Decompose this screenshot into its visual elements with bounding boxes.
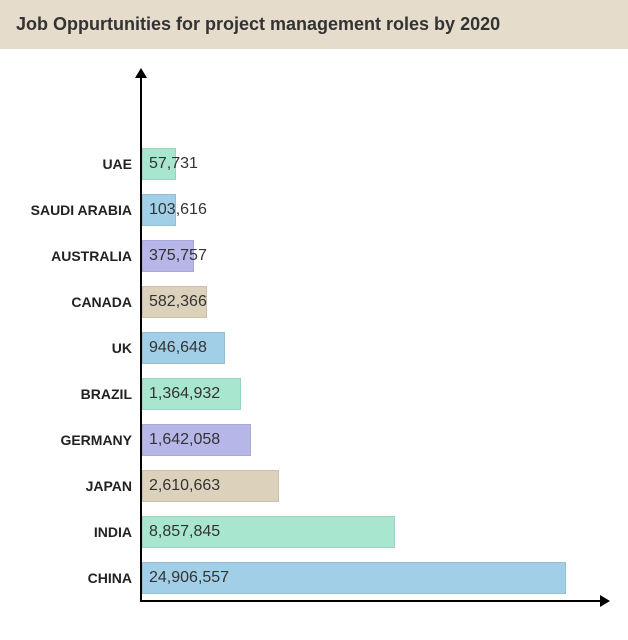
bar-row: CANADA582,366 <box>142 280 588 324</box>
bar-category-label: CANADA <box>12 294 142 310</box>
bar: 2,610,663 <box>142 470 279 502</box>
bar: 1,364,932 <box>142 378 241 410</box>
bar-row: INDIA8,857,845 <box>142 510 588 554</box>
bar: 582,366 <box>142 286 207 318</box>
bar-category-label: BRAZIL <box>12 386 142 402</box>
bar-category-label: AUSTRALIA <box>12 248 142 264</box>
bar-row: AUSTRALIA375,757 <box>142 234 588 278</box>
bar-category-label: SAUDI ARABIA <box>12 202 142 218</box>
bar: 1,642,058 <box>142 424 251 456</box>
bar-row: UK946,648 <box>142 326 588 370</box>
chart-title-bar: Job Oppurtunities for project management… <box>0 0 628 49</box>
x-axis <box>140 600 608 602</box>
chart-title: Job Oppurtunities for project management… <box>16 14 500 34</box>
bar-row: JAPAN2,610,663 <box>142 464 588 508</box>
bar-category-label: CHINA <box>12 570 142 586</box>
bar-row: UAE57,731 <box>142 142 588 186</box>
bar-row: CHINA24,906,557 <box>142 556 588 600</box>
bar-category-label: INDIA <box>12 524 142 540</box>
bar-row: GERMANY1,642,058 <box>142 418 588 462</box>
bars-container: UAE57,731SAUDI ARABIA103,616AUSTRALIA375… <box>142 140 588 600</box>
bar: 8,857,845 <box>142 516 395 548</box>
bar-category-label: UAE <box>12 156 142 172</box>
bar-category-label: JAPAN <box>12 478 142 494</box>
bar: 375,757 <box>142 240 194 272</box>
bar: 24,906,557 <box>142 562 566 594</box>
bar: 103,616 <box>142 194 176 226</box>
bar-row: BRAZIL1,364,932 <box>142 372 588 416</box>
bar-category-label: UK <box>12 340 142 356</box>
bar-category-label: GERMANY <box>12 432 142 448</box>
bar-row: SAUDI ARABIA103,616 <box>142 188 588 232</box>
bar: 57,731 <box>142 148 176 180</box>
chart-area: UAE57,731SAUDI ARABIA103,616AUSTRALIA375… <box>0 70 628 620</box>
bar: 946,648 <box>142 332 225 364</box>
